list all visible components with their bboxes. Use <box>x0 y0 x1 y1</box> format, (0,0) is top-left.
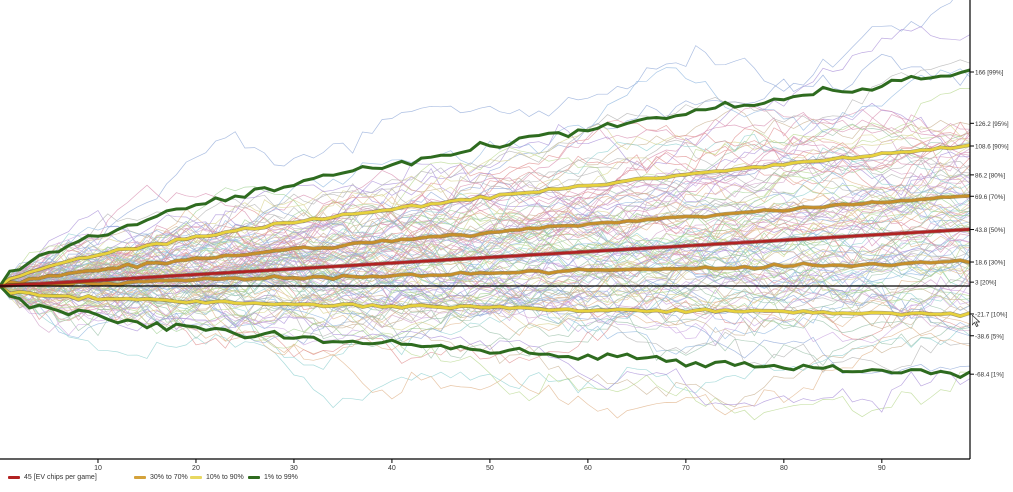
simulation-run-line <box>0 228 971 300</box>
x-tick-label: 70 <box>682 465 690 472</box>
percentile-band-line <box>0 143 971 288</box>
simulation-run-line <box>0 226 971 364</box>
percentile-label: 166 [99%] <box>975 70 1004 77</box>
simulation-run-line <box>0 237 971 323</box>
legend-label: 30% to 70% <box>150 474 188 481</box>
percentile-label: -21.7 [10%] <box>975 311 1007 318</box>
simulation-run-line <box>0 128 971 296</box>
legend-swatch <box>248 476 260 479</box>
legend-label: 45 [EV chips per game] <box>24 474 97 481</box>
legend-swatch <box>8 476 20 479</box>
simulation-run-line <box>0 264 971 345</box>
percentile-band-line <box>0 284 971 380</box>
chart-legend: 45 [EV chips per game] 30% to 70% 10% to 9… <box>8 474 1008 488</box>
percentile-band-line <box>0 68 971 287</box>
percentile-band-line <box>0 284 971 318</box>
simulation-run-line <box>0 272 971 419</box>
simulation-run-line <box>0 155 971 288</box>
simulation-run-line <box>0 172 971 296</box>
x-tick-label: 90 <box>878 465 886 472</box>
percentile-label: 3 [20%] <box>975 280 997 287</box>
legend-swatch <box>190 476 202 479</box>
x-tick-label: 80 <box>780 465 788 472</box>
legend-item[interactable]: 30% to 70% <box>134 474 188 481</box>
percentile-band-line <box>0 194 971 288</box>
percentile-labels: 166 [99%] 126.2 [95%] 108.6 [90%] 86.2 [80%… <box>970 70 1009 379</box>
simulation-run-line <box>0 279 971 373</box>
percentile-label: -68.4 [1%] <box>975 372 1004 379</box>
percentile-bands <box>0 68 971 380</box>
simulation-run-line <box>0 194 971 291</box>
x-tick-label: 20 <box>192 465 200 472</box>
simulation-run-line <box>0 0 953 287</box>
simulation-run-line <box>0 196 971 341</box>
simulation-run-line <box>0 131 971 287</box>
simulation-run-line <box>0 208 971 315</box>
legend-item[interactable]: 10% to 90% <box>190 474 244 481</box>
simulation-run-line <box>0 107 971 297</box>
percentile-label: 69.6 [70%] <box>975 194 1005 201</box>
legend-label: 1% to 99% <box>264 474 298 481</box>
percentile-label: -38.6 [5%] <box>975 333 1004 340</box>
simulation-run-line <box>0 125 971 300</box>
simulation-run-line <box>0 67 971 287</box>
x-tick-label: 30 <box>290 465 298 472</box>
simulation-run-line <box>0 160 971 297</box>
simulation-run-line <box>0 169 971 307</box>
x-tick-label: 10 <box>94 465 102 472</box>
x-tick-label: 40 <box>388 465 396 472</box>
legend-item[interactable]: 45 [EV chips per game] <box>8 474 97 481</box>
legend-item[interactable]: 1% to 99% <box>248 474 298 481</box>
simulation-runs <box>0 0 971 421</box>
x-axis-ticks: 10 20 30 40 50 60 70 80 90 <box>94 459 886 472</box>
simulation-run-line <box>0 221 971 328</box>
legend-swatch <box>134 476 146 479</box>
percentile-label: 43.8 [50%] <box>975 227 1005 234</box>
simulation-run-line <box>0 180 971 287</box>
percentile-label: 18.6 [30%] <box>975 260 1005 267</box>
simulation-run-line <box>0 183 971 302</box>
simulation-run-line <box>0 145 971 311</box>
simulation-run-line <box>0 276 971 413</box>
simulation-run-line <box>0 258 971 340</box>
percentile-label: 126.2 [95%] <box>975 121 1009 128</box>
x-tick-label: 50 <box>486 465 494 472</box>
simulation-run-line <box>0 123 971 320</box>
percentile-band-line <box>0 258 971 288</box>
percentile-label: 108.6 [90%] <box>975 143 1009 150</box>
simulation-run-line <box>0 123 971 309</box>
simulation-run-line <box>0 224 971 311</box>
ev-line <box>0 227 971 288</box>
legend-label: 10% to 90% <box>206 474 244 481</box>
simulation-run-line <box>0 210 971 287</box>
mouse-cursor-icon <box>972 315 980 327</box>
x-tick-label: 60 <box>584 465 592 472</box>
percentile-label: 86.2 [80%] <box>975 172 1005 179</box>
